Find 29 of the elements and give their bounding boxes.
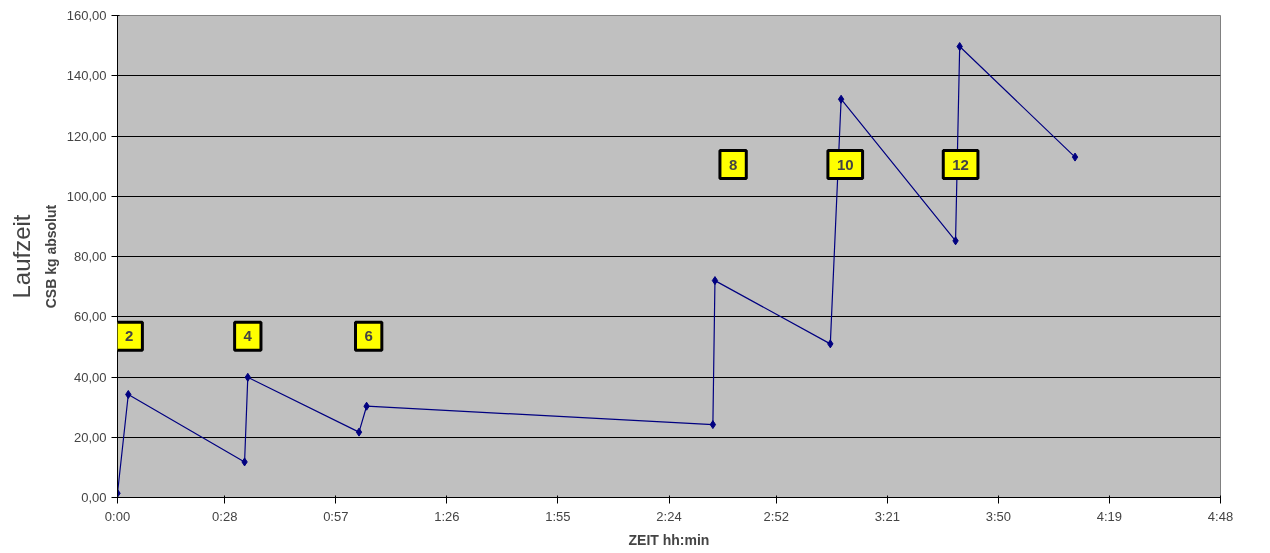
x-tick-label: 1:26 bbox=[434, 508, 460, 524]
annotation: 4 bbox=[243, 327, 253, 345]
text: Laufzeit bbox=[7, 214, 35, 299]
x-tick-label: 3:21 bbox=[874, 508, 900, 524]
y-tick-label: 0,00 bbox=[81, 490, 107, 505]
annotation: 10 bbox=[836, 155, 854, 173]
x-tick-label: 2:24 bbox=[656, 508, 682, 524]
annotation: 6 bbox=[364, 327, 373, 345]
x-tick-label: 3:50 bbox=[985, 508, 1012, 524]
x-tick-label: 4:19 bbox=[1096, 508, 1123, 524]
annotation: 2 bbox=[125, 327, 134, 345]
y-tick-label: 160,00 bbox=[66, 8, 107, 23]
y-tick-label: 40,00 bbox=[73, 369, 107, 385]
x-tick-label: 1:55 bbox=[545, 508, 571, 524]
x-tick-label: 0:28 bbox=[212, 508, 238, 524]
x-tick-label: 0:00 bbox=[104, 508, 131, 524]
y-tick-label: 60,00 bbox=[73, 309, 107, 325]
y-tick-label: 100,00 bbox=[66, 188, 107, 204]
y-tick-label: 140,00 bbox=[66, 68, 107, 84]
y-tick-label: 120,00 bbox=[66, 128, 107, 144]
y-tick-label: 80,00 bbox=[73, 249, 107, 264]
y-axis-title: CSB kg absolut bbox=[42, 204, 59, 309]
x-tick-label: 4:48 bbox=[1207, 508, 1234, 524]
annotation: 8 bbox=[728, 155, 738, 173]
x-tick-label: 2:52 bbox=[763, 508, 789, 524]
y-tick-label: 20,00 bbox=[73, 429, 107, 445]
annotation: 12 bbox=[952, 155, 969, 173]
x-axis-title: ZEIT hh:min bbox=[628, 531, 710, 548]
x-tick-label: 0:57 bbox=[323, 508, 349, 524]
